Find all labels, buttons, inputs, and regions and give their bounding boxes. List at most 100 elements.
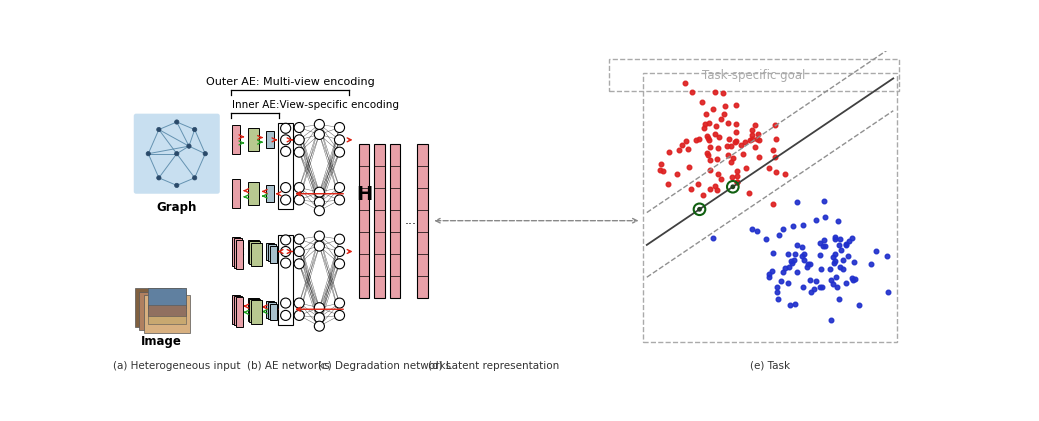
Point [719,142,736,149]
FancyBboxPatch shape [149,288,186,324]
Point [728,120,745,127]
Point [696,125,713,132]
Point [781,264,798,271]
Circle shape [294,147,304,157]
Point [840,253,856,259]
Point [728,179,745,186]
Point [845,277,861,284]
Circle shape [315,197,324,207]
Circle shape [335,298,345,308]
Point [787,250,803,257]
Point [835,266,852,273]
Point [817,242,833,249]
Point [880,289,897,296]
FancyBboxPatch shape [251,301,262,324]
Circle shape [281,258,291,268]
Point [826,250,843,257]
Circle shape [175,152,179,156]
Circle shape [157,176,161,180]
Point [704,234,721,241]
FancyBboxPatch shape [418,144,428,298]
Point [787,301,803,308]
FancyBboxPatch shape [234,296,242,325]
Point [707,183,723,189]
Point [761,165,777,172]
Point [723,173,740,180]
Point [815,242,831,249]
Point [722,142,739,149]
Point [777,171,794,178]
Point [744,127,761,134]
Point [789,241,805,248]
Point [814,284,830,290]
Point [847,276,863,283]
Point [837,280,854,286]
Point [655,168,671,174]
Circle shape [281,310,291,320]
Point [699,150,716,157]
Point [767,154,783,160]
FancyBboxPatch shape [266,243,274,260]
FancyBboxPatch shape [247,240,259,263]
Point [680,145,696,152]
Point [807,277,824,284]
Point [828,284,845,290]
Text: (e) Task: (e) Task [750,361,790,371]
Circle shape [192,176,196,180]
Point [750,136,767,143]
Point [832,235,849,242]
Circle shape [315,313,324,323]
Circle shape [294,310,304,320]
Point [765,249,781,256]
Point [744,226,761,232]
Point [764,268,780,275]
Point [844,274,860,281]
Point [716,110,732,117]
Circle shape [192,128,196,132]
FancyBboxPatch shape [268,302,275,319]
Point [851,302,868,309]
Circle shape [175,120,179,124]
Point [765,200,781,207]
Point [795,221,811,228]
Circle shape [731,185,735,189]
Point [830,295,847,302]
Point [671,147,688,153]
Point [837,241,854,248]
Circle shape [294,195,304,205]
Circle shape [294,234,304,244]
Point [669,171,686,178]
Circle shape [315,206,324,216]
Point [697,111,714,117]
FancyBboxPatch shape [236,240,243,269]
FancyBboxPatch shape [149,305,186,316]
Point [697,121,714,128]
Point [784,260,801,267]
Point [794,284,810,290]
Point [695,191,712,198]
Point [716,103,732,110]
Point [701,144,718,151]
Point [681,164,697,171]
Text: H: H [356,185,372,204]
Point [741,189,757,196]
Point [868,248,884,254]
Point [782,258,799,264]
Text: (a) Heterogeneous input: (a) Heterogeneous input [112,361,240,371]
Point [691,136,708,143]
Point [769,296,785,303]
Point [816,237,832,243]
Circle shape [294,123,304,133]
FancyBboxPatch shape [247,182,259,205]
FancyBboxPatch shape [232,295,240,324]
Point [802,277,819,284]
Point [748,136,765,142]
Point [782,302,799,309]
FancyBboxPatch shape [232,179,240,208]
Point [720,152,737,158]
FancyBboxPatch shape [236,297,243,327]
Circle shape [335,259,345,269]
Point [806,286,823,293]
Point [699,152,716,159]
Point [704,106,721,113]
